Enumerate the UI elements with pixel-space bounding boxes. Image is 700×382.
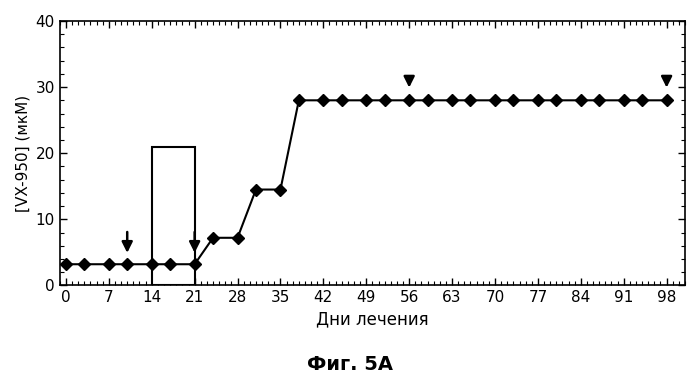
Bar <box>152 147 195 285</box>
Text: Фиг. 5А: Фиг. 5А <box>307 355 393 374</box>
X-axis label: Дни лечения: Дни лечения <box>316 311 428 329</box>
Y-axis label: [VX-950] (мкМ): [VX-950] (мкМ) <box>15 95 30 212</box>
